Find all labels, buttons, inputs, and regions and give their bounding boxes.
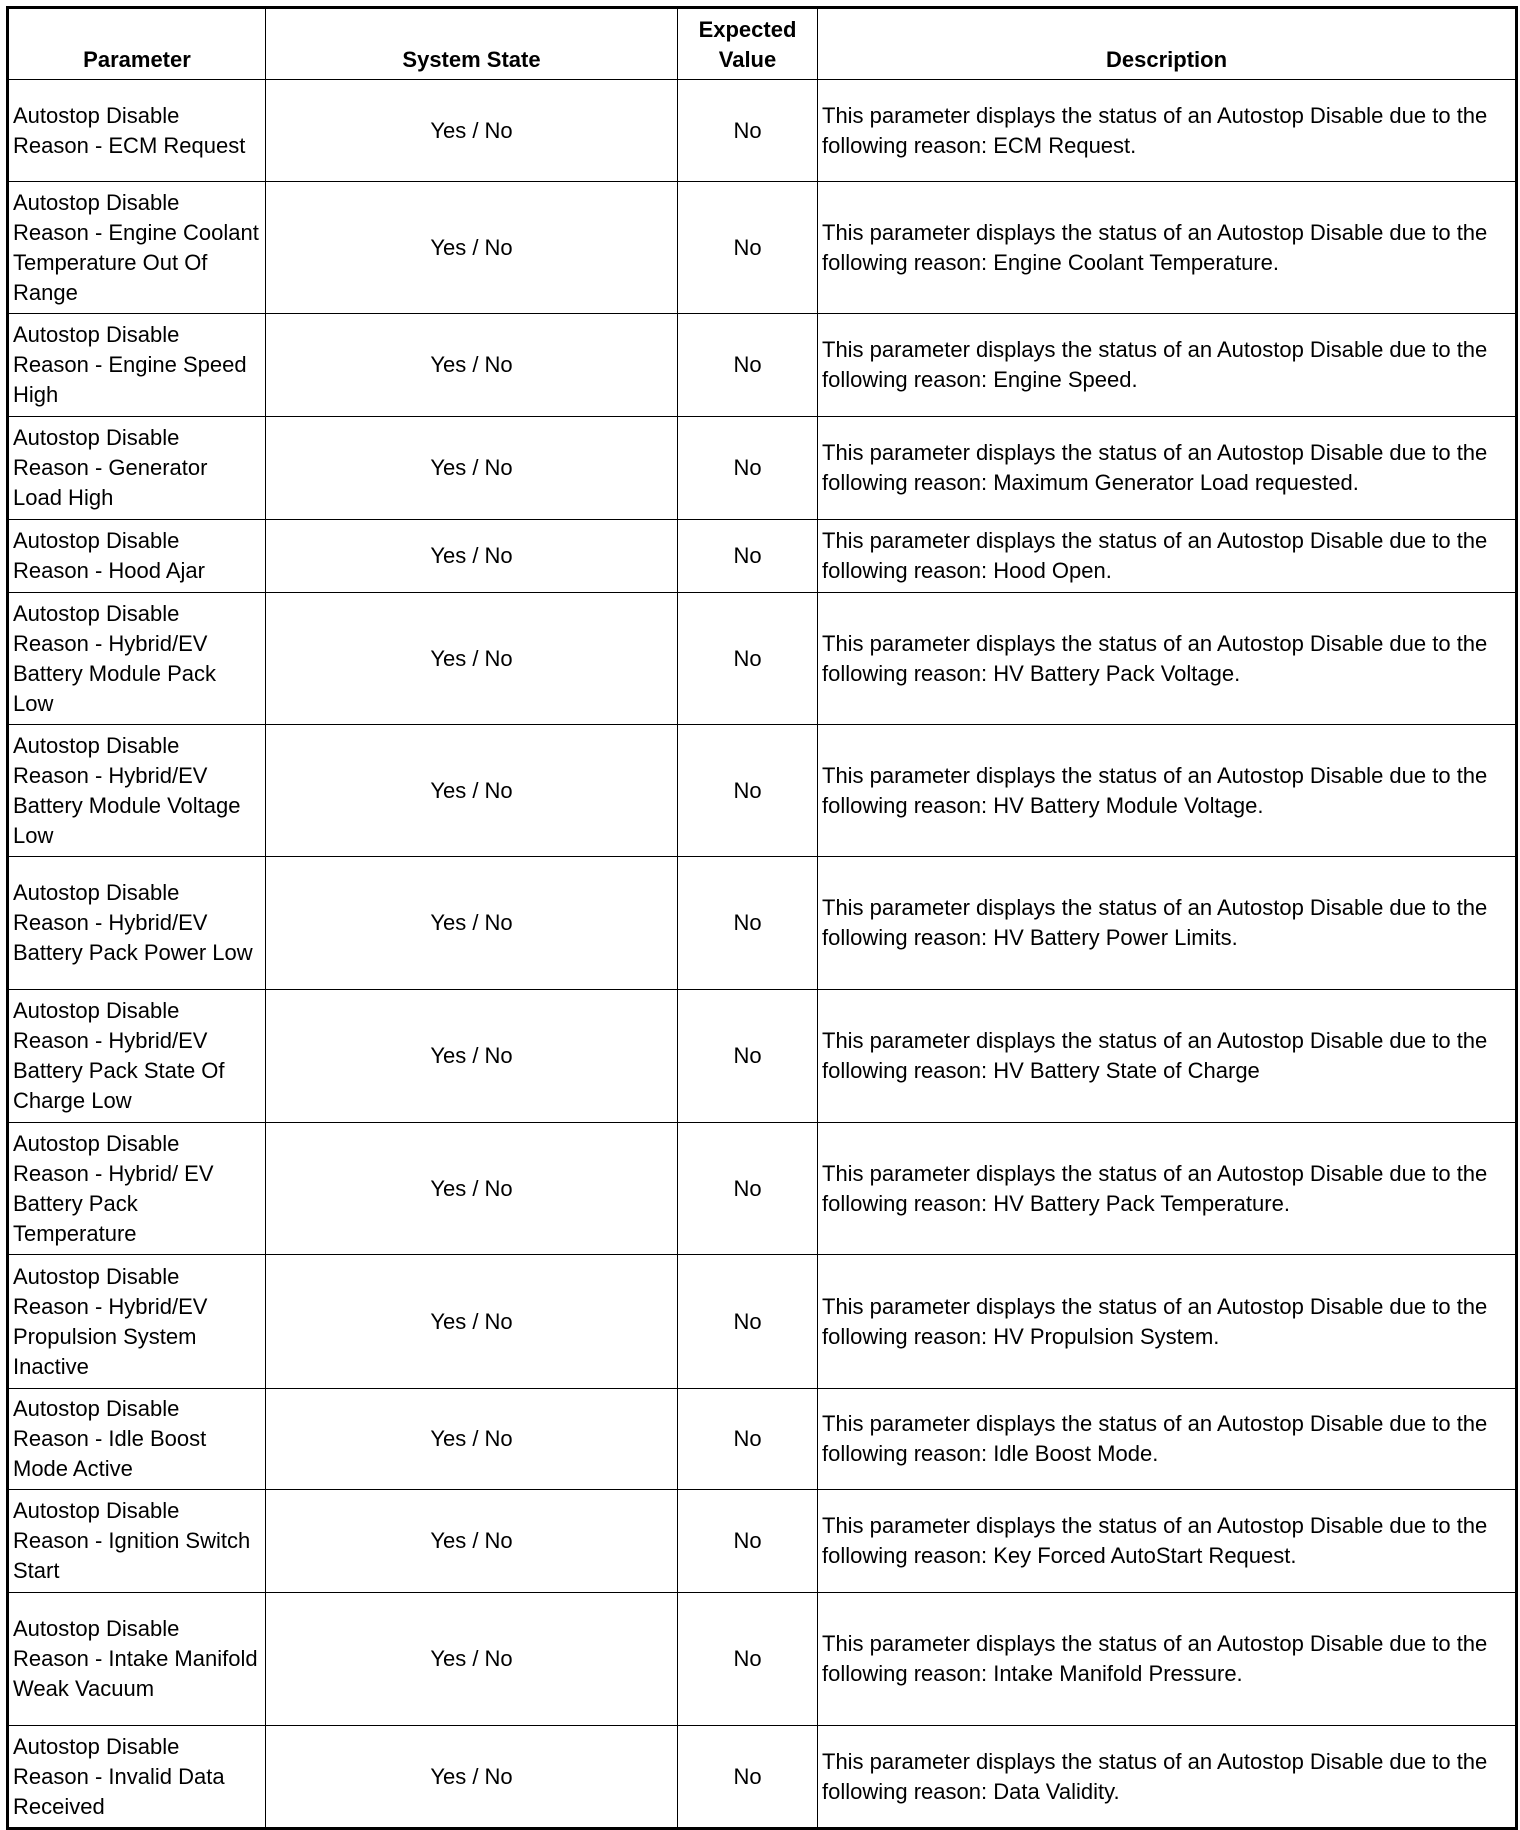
table-row: Autostop Disable Reason - Hybrid/EV Batt… <box>7 592 1517 725</box>
parameter-table: Parameter System State Expected Value De… <box>6 6 1518 1830</box>
table-row: Autostop Disable Reason - Generator Load… <box>7 416 1517 520</box>
table-row: Autostop Disable Reason - Intake Manifol… <box>7 1592 1517 1726</box>
parameter-cell: Autostop Disable Reason - Hood Ajar <box>7 519 266 593</box>
table-row: Autostop Disable Reason - Hybrid/ EV Bat… <box>7 1122 1517 1255</box>
expected-value-cell: No <box>677 1725 818 1829</box>
system-state-cell: Yes / No <box>265 592 678 725</box>
description-cell: This parameter displays the status of an… <box>817 592 1517 725</box>
description-cell: This parameter displays the status of an… <box>817 79 1517 182</box>
expected-value-cell: No <box>677 989 818 1123</box>
system-state-cell: Yes / No <box>265 856 678 990</box>
parameter-cell: Autostop Disable Reason - Ignition Switc… <box>7 1489 266 1593</box>
table-row: Autostop Disable Reason - Invalid Data R… <box>7 1725 1517 1829</box>
description-cell: This parameter displays the status of an… <box>817 1489 1517 1593</box>
table-row: Autostop Disable Reason - Ignition Switc… <box>7 1489 1517 1593</box>
system-state-cell: Yes / No <box>265 1122 678 1255</box>
system-state-cell: Yes / No <box>265 313 678 417</box>
expected-value-cell: No <box>677 79 818 182</box>
system-state-cell: Yes / No <box>265 724 678 857</box>
description-cell: This parameter displays the status of an… <box>817 313 1517 417</box>
table-row: Autostop Disable Reason - ECM Request Yes… <box>7 79 1517 182</box>
system-state-cell: Yes / No <box>265 181 678 314</box>
expected-value-cell: No <box>677 856 818 990</box>
parameter-cell: Autostop Disable Reason - Hybrid/EV Batt… <box>7 724 266 857</box>
description-cell: This parameter displays the status of an… <box>817 1122 1517 1255</box>
table-row: Autostop Disable Reason - Hybrid/EV Prop… <box>7 1254 1517 1389</box>
parameter-cell: Autostop Disable Reason - Hybrid/EV Batt… <box>7 989 266 1123</box>
header-row: Parameter System State Expected Value De… <box>7 7 1517 80</box>
expected-value-cell: No <box>677 1388 818 1490</box>
expected-value-cell: No <box>677 519 818 593</box>
expected-value-cell: No <box>677 313 818 417</box>
parameter-cell: Autostop Disable Reason - Generator Load… <box>7 416 266 520</box>
system-state-cell: Yes / No <box>265 1725 678 1829</box>
table-row: Autostop Disable Reason - Hybrid/EV Batt… <box>7 856 1517 990</box>
system-state-cell: Yes / No <box>265 1592 678 1726</box>
description-cell: This parameter displays the status of an… <box>817 1725 1517 1829</box>
system-state-cell: Yes / No <box>265 519 678 593</box>
system-state-cell: Yes / No <box>265 416 678 520</box>
expected-value-cell: No <box>677 416 818 520</box>
system-state-cell: Yes / No <box>265 989 678 1123</box>
expected-value-cell: No <box>677 1122 818 1255</box>
parameter-cell: Autostop Disable Reason - Engine Coolant… <box>7 181 266 314</box>
parameter-cell: Autostop Disable Reason - Intake Manifol… <box>7 1592 266 1726</box>
parameter-cell: Autostop Disable Reason - Idle Boost Mod… <box>7 1388 266 1490</box>
system-state-cell: Yes / No <box>265 1489 678 1593</box>
description-cell: This parameter displays the status of an… <box>817 181 1517 314</box>
table-row: Autostop Disable Reason - Idle Boost Mod… <box>7 1388 1517 1490</box>
parameter-cell: Autostop Disable Reason - Hybrid/EV Batt… <box>7 592 266 725</box>
system-state-cell: Yes / No <box>265 1254 678 1389</box>
description-cell: This parameter displays the status of an… <box>817 989 1517 1123</box>
parameter-cell: Autostop Disable Reason - ECM Request <box>7 79 266 182</box>
description-cell: This parameter displays the status of an… <box>817 1254 1517 1389</box>
expected-value-cell: No <box>677 724 818 857</box>
expected-value-cell: No <box>677 1254 818 1389</box>
system-state-cell: Yes / No <box>265 79 678 182</box>
expected-value-cell: No <box>677 1489 818 1593</box>
table-row: Autostop Disable Reason - Engine Speed H… <box>7 313 1517 417</box>
header-description: Description <box>817 7 1517 80</box>
description-cell: This parameter displays the status of an… <box>817 724 1517 857</box>
header-expected-value: Expected Value <box>677 7 818 80</box>
expected-value-cell: No <box>677 1592 818 1726</box>
description-cell: This parameter displays the status of an… <box>817 416 1517 520</box>
description-cell: This parameter displays the status of an… <box>817 1388 1517 1490</box>
expected-value-cell: No <box>677 181 818 314</box>
parameter-cell: Autostop Disable Reason - Hybrid/EV Prop… <box>7 1254 266 1389</box>
expected-value-cell: No <box>677 592 818 725</box>
system-state-cell: Yes / No <box>265 1388 678 1490</box>
description-cell: This parameter displays the status of an… <box>817 856 1517 990</box>
parameter-cell: Autostop Disable Reason - Invalid Data R… <box>7 1725 266 1829</box>
header-parameter: Parameter <box>7 7 266 80</box>
description-cell: This parameter displays the status of an… <box>817 519 1517 593</box>
table-row: Autostop Disable Reason - Hybrid/EV Batt… <box>7 724 1517 857</box>
table-row: Autostop Disable Reason - Hybrid/EV Batt… <box>7 989 1517 1123</box>
table-row: Autostop Disable Reason - Hood Ajar Yes /… <box>7 519 1517 593</box>
parameter-cell: Autostop Disable Reason - Hybrid/EV Batt… <box>7 856 266 990</box>
parameter-cell: Autostop Disable Reason - Engine Speed H… <box>7 313 266 417</box>
parameter-cell: Autostop Disable Reason - Hybrid/ EV Bat… <box>7 1122 266 1255</box>
header-system-state: System State <box>265 7 678 80</box>
description-cell: This parameter displays the status of an… <box>817 1592 1517 1726</box>
table-row: Autostop Disable Reason - Engine Coolant… <box>7 181 1517 314</box>
